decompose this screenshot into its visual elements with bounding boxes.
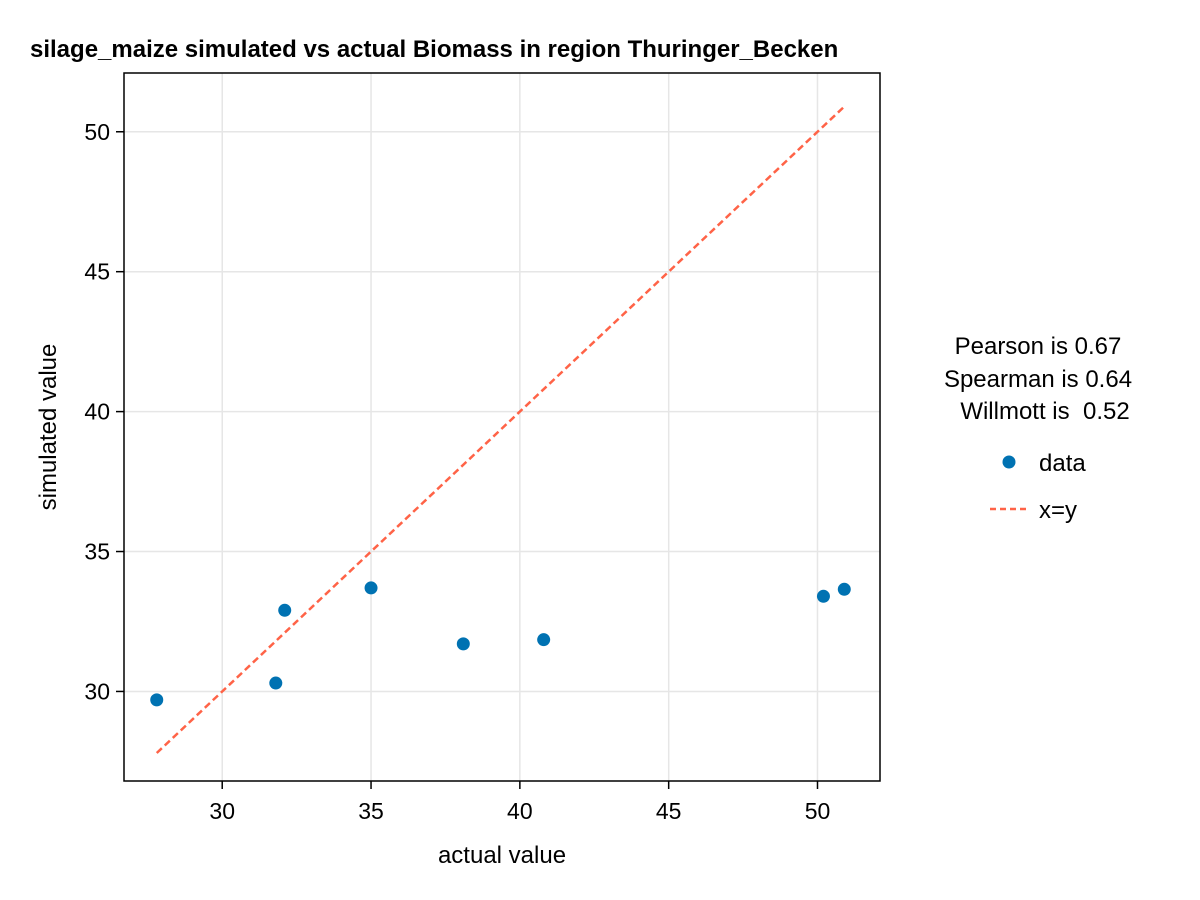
- data-point: [269, 676, 283, 690]
- legend-xy-label: x=y: [1039, 497, 1077, 524]
- data-point: [456, 637, 470, 651]
- data-point: [364, 581, 378, 595]
- plot-area-frame: [123, 72, 881, 782]
- reference-line-layer: [155, 105, 846, 754]
- data-point: [278, 603, 292, 617]
- y-tick-label: 45: [84, 259, 110, 285]
- y-tick-label: 40: [84, 399, 110, 425]
- data-point: [816, 589, 830, 603]
- data-point: [150, 693, 164, 707]
- legend: data x=y: [990, 450, 1086, 524]
- data-point: [537, 633, 551, 647]
- data-point: [837, 582, 851, 596]
- x-axis-label: actual value: [438, 842, 566, 869]
- grid-lines: [124, 73, 880, 781]
- x-tick-label: 50: [805, 798, 831, 824]
- x-tick-label: 35: [358, 798, 384, 824]
- axis-ticks: 30 35 40 45 50 30 35 40 45 50: [84, 119, 830, 824]
- chart-title: silage_maize simulated vs actual Biomass…: [30, 36, 838, 63]
- y-tick-label: 35: [84, 539, 110, 565]
- legend-data-marker: [1002, 455, 1016, 469]
- willmott-stat: Willmott is 0.52: [960, 398, 1129, 425]
- correlation-stats: Pearson is 0.67 Spearman is 0.64 Willmot…: [944, 333, 1132, 425]
- y-tick-label: 50: [84, 119, 110, 145]
- pearson-stat: Pearson is 0.67: [955, 333, 1122, 360]
- y-tick-label: 30: [84, 678, 110, 704]
- legend-data-label: data: [1039, 450, 1086, 477]
- spearman-stat: Spearman is 0.64: [944, 366, 1132, 393]
- x-tick-label: 40: [507, 798, 533, 824]
- y-axis-label: simulated value: [35, 344, 62, 511]
- xy-reference-line: [155, 105, 846, 754]
- x-tick-label: 30: [209, 798, 235, 824]
- x-tick-label: 45: [656, 798, 682, 824]
- data-points-layer: [150, 581, 851, 707]
